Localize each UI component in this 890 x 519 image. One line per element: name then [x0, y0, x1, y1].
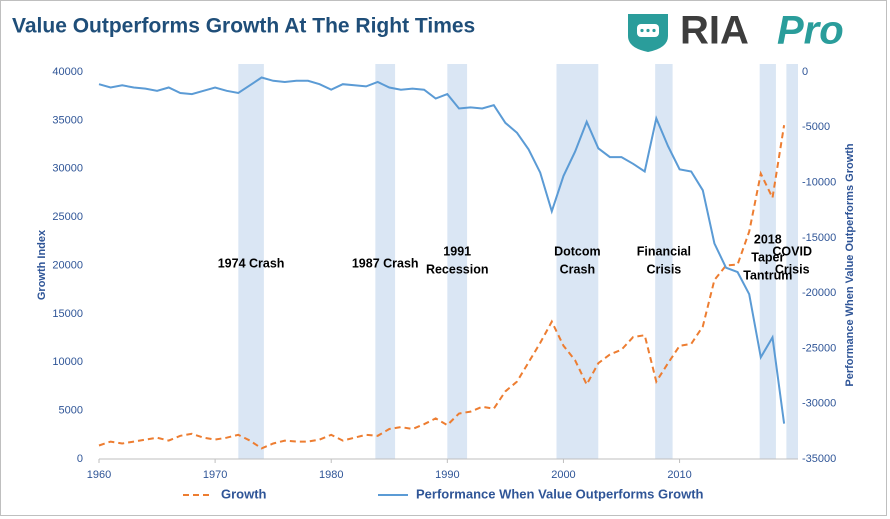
legend-label: Performance When Value Outperforms Growt… [416, 486, 704, 501]
y2-tick-label: 0 [802, 66, 808, 78]
y2-axis-title: Performance When Value Outperforms Growt… [844, 143, 856, 387]
series-line [98, 125, 786, 450]
x-tick-label: 1960 [87, 469, 111, 481]
y-tick-label: 35000 [52, 114, 83, 126]
logo-text: RIA [680, 9, 749, 53]
y-tick-label: 40000 [52, 66, 83, 78]
x-tick-label: 2000 [551, 469, 575, 481]
y2-tick-label: -25000 [802, 342, 836, 354]
logo-text: Pro [777, 9, 844, 53]
series-line [98, 76, 786, 424]
y2-tick-label: -15000 [802, 232, 836, 244]
shaded-period [447, 64, 468, 459]
shaded-period [786, 64, 798, 459]
annotation: Recession [426, 262, 489, 276]
annotation: Financial [637, 244, 691, 258]
logo-dot [646, 28, 650, 33]
logo-dot [652, 28, 656, 33]
annotation: Crisis [647, 262, 682, 276]
shaded-period [655, 64, 673, 459]
y-tick-label: 20000 [52, 259, 83, 271]
annotation: 1991 [443, 244, 471, 258]
shaded-period [238, 64, 264, 459]
annotation: COVID [772, 244, 812, 258]
chart-title: Value Outperforms Growth At The Right Ti… [12, 15, 475, 38]
annotation: Taper [751, 250, 784, 264]
y2-tick-label: -30000 [802, 398, 836, 410]
y-axis-title: Growth Index [36, 229, 48, 300]
logo-dot [640, 28, 644, 33]
annotation: Crisis [775, 262, 810, 276]
x-tick-label: 1990 [435, 469, 459, 481]
y2-tick-label: -35000 [802, 453, 836, 465]
legend-label: Growth [221, 486, 267, 501]
annotation: Tantrum [743, 268, 792, 282]
shaded-period [556, 64, 599, 459]
annotation: 1987 Crash [352, 256, 419, 270]
y-tick-label: 15000 [52, 308, 83, 320]
shaded-period [759, 64, 776, 459]
annotation: 2018 [754, 232, 782, 246]
y-tick-label: 0 [77, 453, 83, 465]
x-tick-label: 1970 [203, 469, 227, 481]
y2-tick-label: -20000 [802, 287, 836, 299]
annotation: Crash [560, 262, 595, 276]
y-tick-label: 10000 [52, 356, 83, 368]
y2-tick-label: -5000 [802, 121, 830, 133]
x-tick-label: 1980 [319, 469, 343, 481]
annotation: Dotcom [554, 244, 601, 258]
y2-tick-label: -10000 [802, 176, 836, 188]
annotation: 1974 Crash [218, 256, 285, 270]
y-tick-label: 30000 [52, 163, 83, 175]
logo: RIA Pro [628, 9, 844, 53]
x-tick-label: 2010 [667, 469, 691, 481]
y-tick-label: 25000 [52, 211, 83, 223]
shaded-period [375, 64, 396, 459]
y-tick-label: 5000 [59, 405, 83, 417]
